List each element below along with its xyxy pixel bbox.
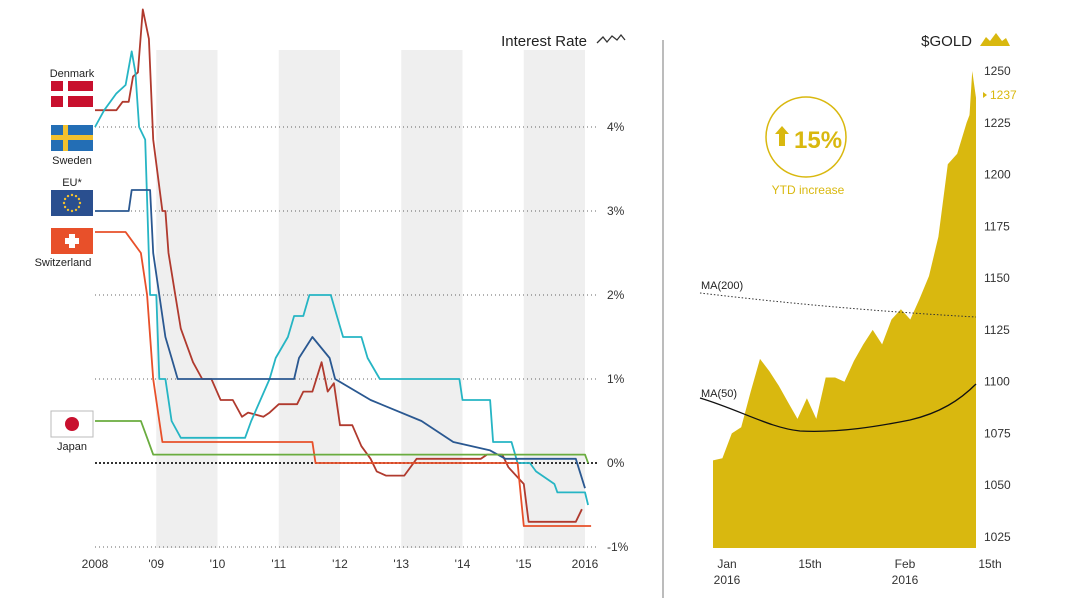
gold-y-tick-label: 1150: [984, 271, 1010, 285]
last-value-pointer: [983, 92, 987, 98]
gold-y-tick-label: 1125: [984, 323, 1010, 337]
series-line-denmark: [95, 8, 583, 523]
gold-area-spike: [969, 71, 976, 548]
gold-y-tick-label: 1250: [984, 64, 1011, 78]
x-tick-label: '14: [455, 557, 471, 571]
x-tick-label: '11: [271, 557, 286, 571]
gold-x-tick-label: 15th: [798, 557, 821, 571]
y-tick-label: 3%: [607, 204, 625, 218]
gold-x-tick-label: Jan: [717, 557, 736, 571]
ma50-label: MA(50): [701, 388, 737, 400]
gold-y-tick-label: 1025: [984, 530, 1011, 544]
ma200-label: MA(200): [701, 280, 743, 292]
ytd-value: 15%: [794, 127, 842, 154]
flag-cross: [65, 238, 79, 244]
mountain-icon: [980, 33, 1010, 46]
year-band: [156, 50, 218, 548]
ytd-circle: [765, 96, 847, 178]
x-tick-label: 2016: [572, 557, 599, 571]
flag-label-denmark: Denmark: [50, 68, 95, 80]
y-tick-label: 4%: [607, 120, 625, 134]
gold-y-tick-label: 1050: [984, 478, 1011, 492]
year-band: [278, 50, 340, 548]
flag-label-eu: EU*: [62, 177, 82, 189]
eu-star: [74, 208, 78, 212]
gold-chart: MA(200) MA(50) 1250 1225 1200 1175 1150 1125 110…: [699, 33, 1017, 587]
y-tick-label: -1%: [607, 540, 629, 554]
gold-x-tick-sublabel: 2016: [892, 573, 919, 587]
gold-y-tick-label: 1200: [984, 168, 1011, 182]
zigzag-icon: [596, 33, 626, 44]
eu-star: [66, 208, 70, 212]
flag-cross: [51, 135, 93, 140]
y-tick-label: 0%: [607, 456, 625, 470]
gold-title: $GOLD: [921, 33, 972, 50]
gold-y-tick-label: 1075: [984, 426, 1011, 440]
series-line-sweden: [94, 50, 589, 506]
japan-flag-disc: [65, 417, 79, 431]
flag-label-switzerland: Switzerland: [35, 257, 92, 269]
flag-label-japan: Japan: [57, 441, 87, 453]
eu-star: [62, 201, 66, 205]
gold-y-tick-label: 1175: [984, 219, 1010, 233]
gold-area: [713, 97, 976, 549]
interest-rate-chart: 4% 3% 2% 1% 0% -1% 2008 '09 '10 '11 '12 '13 '14 '15 20…: [82, 8, 629, 571]
up-arrow-icon: [775, 126, 789, 146]
eu-star: [70, 193, 74, 197]
flag-label-sweden: Sweden: [52, 155, 92, 167]
gold-x-tick-label: 15th: [978, 557, 1001, 571]
interest-rate-title: Interest Rate: [501, 33, 587, 50]
ma200-line: [699, 292, 977, 318]
x-tick-label: '15: [516, 557, 532, 571]
gold-y-tick-label: 1225: [984, 116, 1011, 130]
eu-star: [78, 201, 82, 205]
year-band: [523, 50, 585, 548]
x-tick-label: 2008: [82, 557, 109, 571]
x-tick-label: '09: [148, 557, 164, 571]
eu-star: [66, 194, 70, 198]
gold-x-tick-sublabel: 2016: [714, 573, 741, 587]
year-band: [401, 50, 463, 548]
gold-x-tick-label: Feb: [895, 557, 916, 571]
x-tick-label: '12: [332, 557, 348, 571]
eu-star: [63, 205, 67, 209]
gold-y-tick-label: 1100: [984, 375, 1010, 389]
eu-star: [63, 197, 67, 201]
x-tick-label: '10: [210, 557, 226, 571]
y-tick-label: 2%: [607, 288, 625, 302]
flag-cross: [51, 91, 93, 96]
flag-legend: Denmark Sweden EU* Switzerland Japan: [35, 68, 95, 453]
ytd-label: YTD increase: [772, 183, 845, 197]
x-tick-label: '13: [393, 557, 409, 571]
series-line-japan: [95, 420, 589, 464]
eu-star: [77, 197, 81, 201]
gold-last-value: 1237: [990, 88, 1017, 102]
eu-star: [74, 194, 78, 198]
eu-star: [77, 205, 81, 209]
eu-star: [70, 209, 74, 213]
y-tick-label: 1%: [607, 372, 625, 386]
ma50-line: [699, 383, 977, 432]
series-line-switzerland: [95, 231, 592, 527]
